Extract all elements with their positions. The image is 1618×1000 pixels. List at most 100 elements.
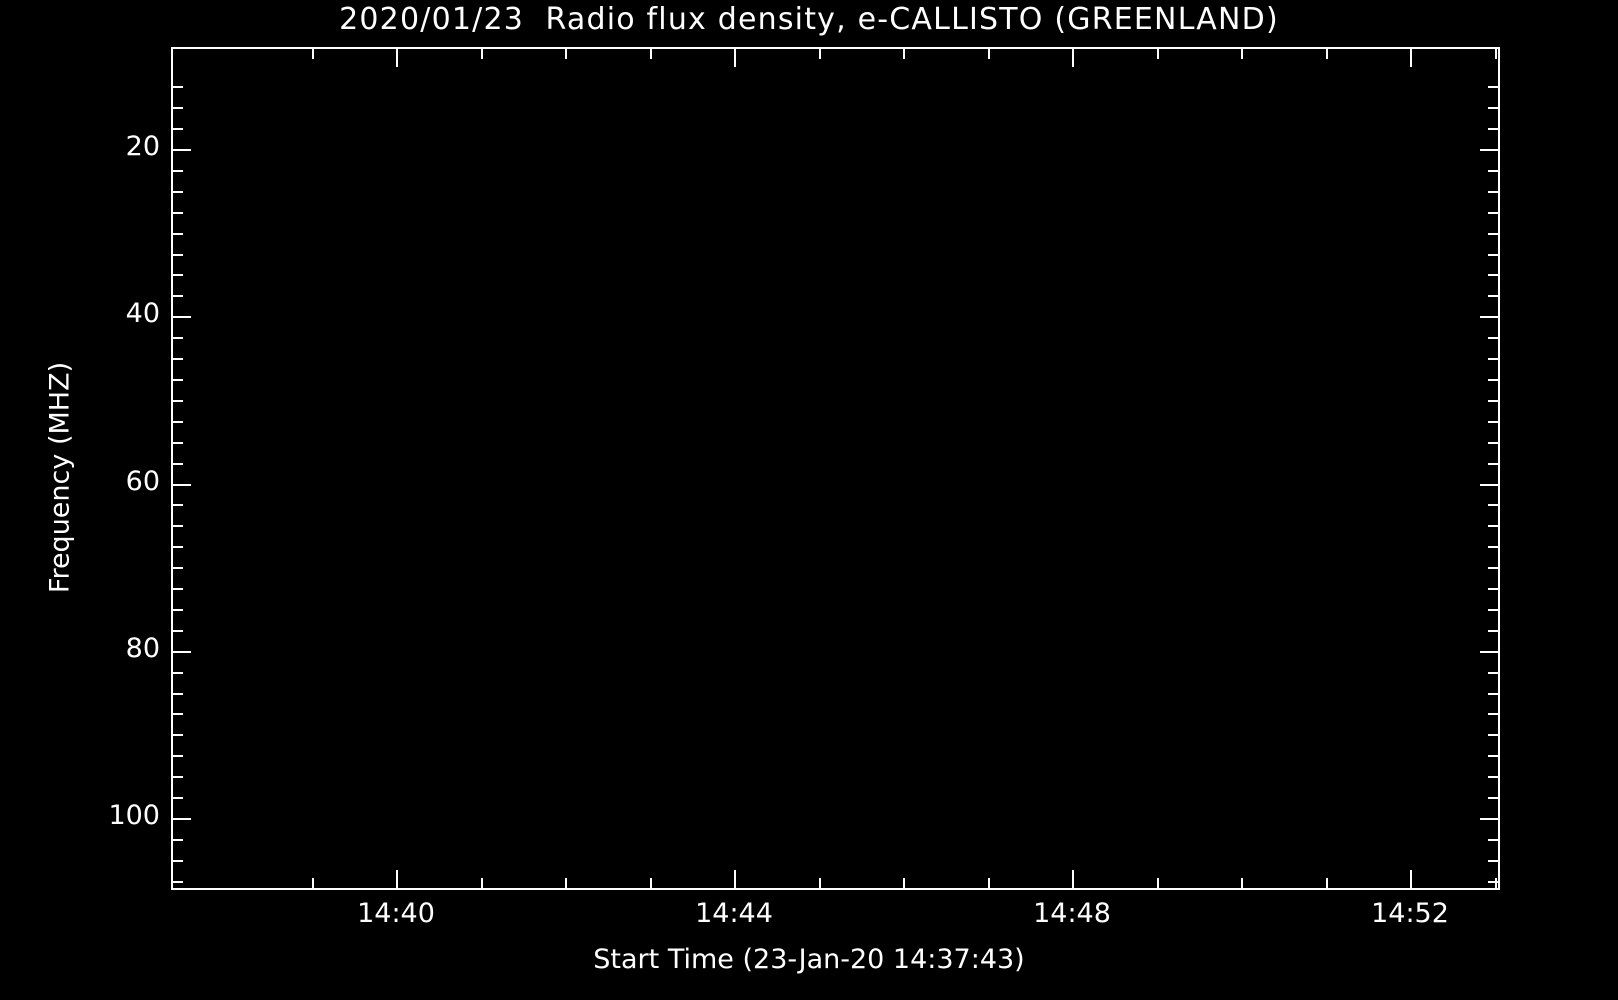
y-axis-tick-label: 60 [125, 466, 160, 497]
y-tick-minor-right [1488, 254, 1498, 256]
y-tick-minor [173, 713, 183, 715]
x-axis-tick-label: 14:40 [357, 898, 435, 929]
page-title: 2020/01/23 Radio flux density, e-CALLIST… [339, 2, 1279, 37]
x-tick-minor-top [1157, 49, 1159, 59]
x-tick-minor [988, 878, 990, 888]
y-tick-major-right [1480, 651, 1498, 653]
y-tick-minor-right [1488, 212, 1498, 214]
x-tick-minor-top [650, 49, 652, 59]
y-axis-title: Frequency (MHZ) [44, 361, 76, 594]
y-tick-minor-right [1488, 128, 1498, 130]
y-tick-minor [173, 693, 183, 695]
x-tick-major [1072, 870, 1074, 888]
x-tick-minor-top [903, 49, 905, 59]
x-tick-minor [565, 878, 567, 888]
y-tick-minor-right [1488, 86, 1498, 88]
y-tick-minor [173, 337, 183, 339]
y-tick-minor-right [1488, 107, 1498, 109]
y-tick-minor [173, 797, 183, 799]
y-tick-minor-right [1488, 504, 1498, 506]
y-tick-minor [173, 358, 183, 360]
y-tick-minor [173, 295, 183, 297]
y-axis-tick-label: 40 [125, 298, 160, 329]
x-tick-major-top [396, 49, 398, 67]
x-tick-minor-top [1241, 49, 1243, 59]
y-tick-minor [173, 442, 183, 444]
y-tick-minor [173, 379, 183, 381]
y-tick-minor [173, 567, 183, 569]
y-tick-minor [173, 421, 183, 423]
y-tick-minor-right [1488, 776, 1498, 778]
y-tick-minor-right [1488, 233, 1498, 235]
y-tick-minor-right [1488, 567, 1498, 569]
y-tick-minor [173, 86, 183, 88]
x-tick-minor [1157, 878, 1159, 888]
x-tick-major [396, 870, 398, 888]
x-tick-minor-top [565, 49, 567, 59]
plot-axes-frame [171, 47, 1500, 890]
x-tick-minor [1326, 878, 1328, 888]
y-tick-minor-right [1488, 693, 1498, 695]
y-tick-minor-right [1488, 170, 1498, 172]
x-tick-minor-top [481, 49, 483, 59]
y-tick-minor [173, 839, 183, 841]
y-tick-minor-right [1488, 191, 1498, 193]
x-tick-major-top [1410, 49, 1412, 67]
x-tick-minor-top [819, 49, 821, 59]
y-tick-minor [173, 191, 183, 193]
y-tick-minor-right [1488, 734, 1498, 736]
y-tick-major-right [1480, 484, 1498, 486]
y-tick-minor-right [1488, 295, 1498, 297]
x-axis-tick-label: 14:44 [695, 898, 773, 929]
y-tick-minor-right [1488, 400, 1498, 402]
y-tick-major [173, 484, 191, 486]
y-tick-major [173, 651, 191, 653]
y-tick-minor [173, 504, 183, 506]
y-tick-minor [173, 128, 183, 130]
x-tick-minor-top [312, 49, 314, 59]
y-axis-tick-label: 20 [125, 131, 160, 162]
x-tick-minor [1495, 878, 1497, 888]
y-tick-minor [173, 170, 183, 172]
x-tick-minor [903, 878, 905, 888]
x-tick-minor [819, 878, 821, 888]
y-tick-minor [173, 734, 183, 736]
y-tick-minor [173, 776, 183, 778]
y-tick-minor [173, 546, 183, 548]
y-tick-minor [173, 672, 183, 674]
y-tick-minor-right [1488, 797, 1498, 799]
y-tick-minor-right [1488, 274, 1498, 276]
y-tick-minor [173, 860, 183, 862]
y-tick-minor-right [1488, 839, 1498, 841]
x-axis-tick-label: 14:52 [1371, 898, 1449, 929]
y-tick-minor-right [1488, 588, 1498, 590]
x-tick-minor [312, 878, 314, 888]
y-tick-minor-right [1488, 609, 1498, 611]
y-tick-minor [173, 463, 183, 465]
x-axis-tick-label: 14:48 [1033, 898, 1111, 929]
x-tick-minor-top [988, 49, 990, 59]
y-tick-minor-right [1488, 630, 1498, 632]
y-tick-minor-right [1488, 463, 1498, 465]
x-tick-major [734, 870, 736, 888]
x-tick-minor [1241, 878, 1243, 888]
y-tick-minor [173, 588, 183, 590]
y-tick-major-right [1480, 149, 1498, 151]
y-tick-minor-right [1488, 672, 1498, 674]
y-tick-minor [173, 755, 183, 757]
y-tick-minor-right [1488, 525, 1498, 527]
x-tick-minor [650, 878, 652, 888]
y-tick-major [173, 316, 191, 318]
y-tick-minor [173, 525, 183, 527]
y-tick-minor [173, 107, 183, 109]
y-tick-minor-right [1488, 337, 1498, 339]
y-axis-tick-label: 80 [125, 633, 160, 664]
x-tick-minor-top [1495, 49, 1497, 59]
y-tick-minor-right [1488, 755, 1498, 757]
y-axis-tick-label: 100 [108, 800, 160, 831]
y-tick-minor-right [1488, 860, 1498, 862]
y-tick-minor-right [1488, 379, 1498, 381]
y-tick-major-right [1480, 818, 1498, 820]
y-tick-minor-right [1488, 713, 1498, 715]
